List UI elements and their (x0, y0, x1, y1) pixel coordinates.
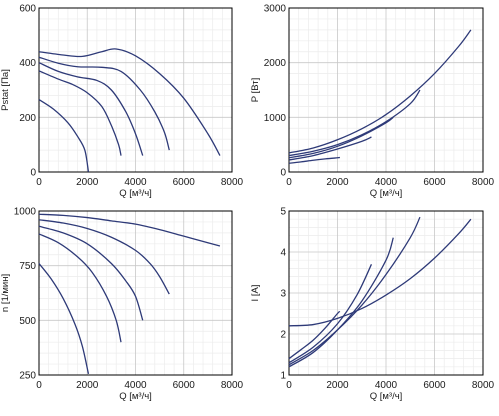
current-x-axis-label: Q [м³/ч] (370, 391, 403, 402)
speed-y-tick-label: 250 (19, 371, 36, 382)
current-curve-5 (288, 310, 341, 360)
speed-y-tick-label: 500 (19, 316, 36, 327)
speed-curve-1 (38, 213, 221, 247)
pstat-grid (38, 7, 233, 173)
pstat-curves (38, 48, 221, 173)
current-y-tick-label: 4 (280, 248, 286, 259)
power-x-tick-label: 2000 (326, 177, 349, 188)
pstat-x-tick-label: 4000 (124, 177, 147, 188)
current-x-tick-label: 4000 (375, 380, 398, 391)
power-curve-2 (288, 89, 421, 157)
speed-x-tick-label: 0 (36, 380, 42, 391)
pstat-x-tick-label: 8000 (221, 177, 244, 188)
power-curve-3 (288, 116, 394, 159)
power-y-tick-label: 0 (280, 168, 286, 179)
pstat-curve-3 (38, 62, 144, 156)
speed-x-tick-label: 8000 (221, 380, 244, 391)
current-x-tick-label: 8000 (472, 380, 495, 391)
power-frame (288, 7, 484, 173)
speed-chart: 0 2000 4000 6000 8000 250 500 750 1000 Q [м³/ч] n … (0, 207, 244, 403)
current-grid (288, 210, 484, 376)
current-curve-4 (288, 264, 373, 364)
power-y-tick-label: 3000 (264, 4, 287, 15)
current-y-tick-label: 5 (280, 207, 286, 218)
pstat-x-tick-label: 0 (36, 177, 42, 188)
current-y-tick-label: 3 (280, 289, 286, 300)
power-x-tick-label: 4000 (375, 177, 398, 188)
pstat-curve-1 (38, 48, 221, 156)
current-chart: 0 2000 4000 6000 8000 1 2 3 4 5 Q [м³/ч] I [A] (250, 207, 495, 403)
current-x-tick-label: 2000 (326, 380, 349, 391)
power-curves (288, 29, 472, 164)
power-y-axis-label: P [Вт] (250, 78, 261, 102)
pstat-chart: 0 2000 4000 6000 8000 0 200 400 600 Q [м³/ч] Pstat… (0, 4, 244, 200)
pstat-y-tick-label: 200 (19, 113, 36, 124)
pstat-x-tick-label: 6000 (173, 177, 196, 188)
speed-curve-2 (38, 219, 170, 295)
current-curve-1 (288, 218, 472, 327)
pstat-y-axis-label: Pstat [Па] (0, 69, 11, 111)
speed-y-axis-label: n [1/мин] (0, 274, 11, 312)
speed-y-tick-label: 750 (19, 261, 36, 272)
speed-x-tick-label: 2000 (76, 380, 99, 391)
pstat-x-axis-label: Q [м³/ч] (119, 188, 152, 199)
power-y-tick-label: 1000 (264, 113, 287, 124)
power-chart: 0 2000 4000 6000 8000 0 1000 2000 3000 Q [м³/ч] P … (250, 4, 495, 200)
power-x-tick-label: 8000 (472, 177, 495, 188)
power-curve-5 (288, 156, 341, 164)
speed-y-tick-label: 1000 (14, 207, 37, 218)
pstat-y-tick-label: 600 (19, 4, 36, 15)
speed-curve-5 (38, 263, 90, 375)
current-y-tick-label: 2 (280, 330, 286, 341)
speed-grid (38, 210, 233, 376)
current-curve-2 (288, 216, 421, 366)
speed-x-tick-label: 6000 (173, 380, 196, 391)
power-curve-4 (288, 136, 372, 161)
current-y-tick-label: 1 (280, 371, 286, 382)
speed-curves (38, 213, 221, 375)
pstat-curve-4 (38, 70, 122, 156)
power-x-tick-label: 0 (286, 177, 292, 188)
power-y-tick-label: 2000 (264, 58, 287, 69)
power-curve-1 (288, 29, 472, 154)
speed-frame (38, 210, 233, 376)
pstat-y-tick-label: 400 (19, 58, 36, 69)
power-grid (288, 7, 484, 173)
pstat-curve-2 (38, 56, 170, 151)
current-y-axis-label: I [A] (250, 285, 261, 302)
current-x-tick-label: 0 (286, 380, 292, 391)
current-curve-3 (288, 237, 394, 368)
power-x-tick-label: 6000 (423, 177, 446, 188)
speed-x-axis-label: Q [м³/ч] (119, 391, 152, 402)
current-frame (288, 210, 484, 376)
pstat-y-tick-label: 0 (30, 168, 36, 179)
speed-curve-3 (38, 225, 144, 321)
pstat-frame (38, 7, 233, 173)
power-x-axis-label: Q [м³/ч] (370, 188, 403, 199)
speed-x-tick-label: 4000 (124, 380, 147, 391)
pstat-curve-5 (38, 99, 90, 173)
current-curves (288, 216, 472, 368)
pstat-x-tick-label: 2000 (76, 177, 99, 188)
speed-curve-4 (38, 233, 122, 343)
current-x-tick-label: 6000 (423, 380, 446, 391)
